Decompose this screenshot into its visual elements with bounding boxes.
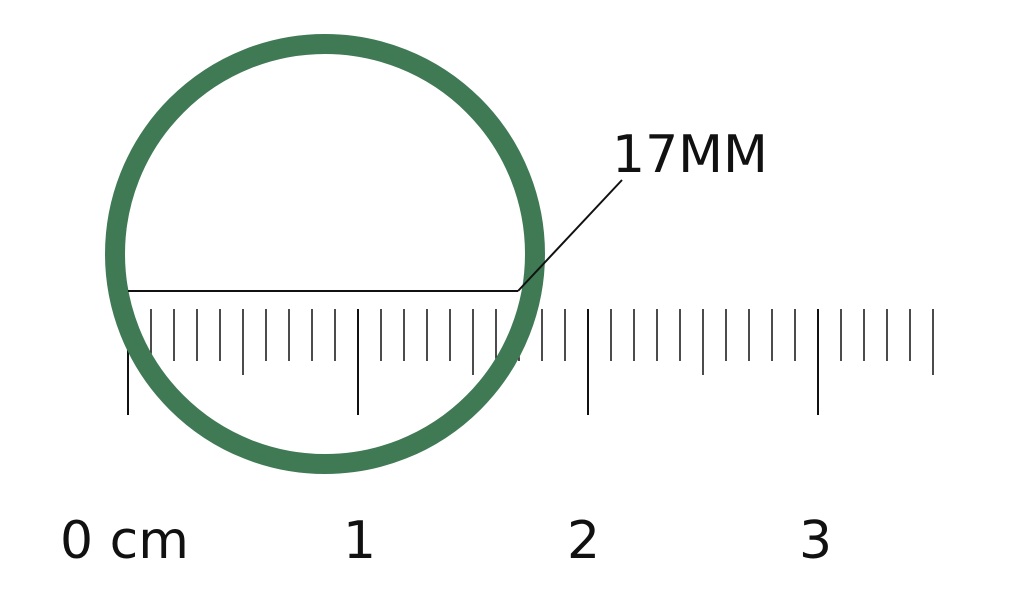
ruler-label-0: 0 cm	[60, 511, 189, 571]
ring-outline	[105, 34, 545, 474]
measurement-label: 17MM	[612, 125, 768, 185]
ruler-ticks	[127, 309, 934, 415]
leader-line	[517, 179, 623, 292]
ruler-label-1: 1	[343, 511, 376, 571]
ruler-label-3: 3	[799, 511, 832, 571]
ruler-labels: 0 cm 1 2 3	[60, 511, 832, 571]
ruler-label-2: 2	[567, 511, 600, 571]
